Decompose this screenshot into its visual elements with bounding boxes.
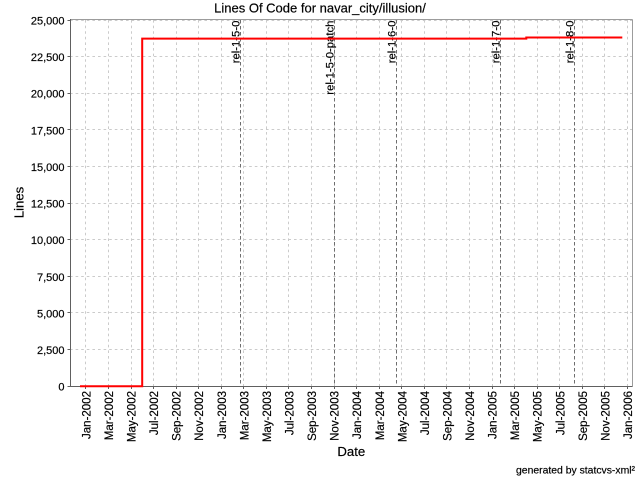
svg-text:rel-1-7-0: rel-1-7-0 — [491, 21, 503, 64]
svg-text:May-2003: May-2003 — [262, 391, 274, 442]
svg-text:rel-1-5-0-patch: rel-1-5-0-patch — [325, 21, 337, 95]
svg-text:10,000: 10,000 — [31, 235, 65, 247]
svg-text:rel-1-8-0: rel-1-8-0 — [565, 21, 577, 64]
svg-text:Nov-2005: Nov-2005 — [600, 391, 612, 441]
svg-text:Jan-2006: Jan-2006 — [623, 391, 635, 439]
svg-text:May-2005: May-2005 — [533, 391, 545, 442]
svg-text:May-2002: May-2002 — [127, 391, 139, 442]
svg-text:generated by statcvs-xml²: generated by statcvs-xml² — [516, 466, 635, 477]
svg-text:Mar-2003: Mar-2003 — [239, 391, 251, 440]
svg-text:22,500: 22,500 — [31, 52, 65, 64]
svg-text:Mar-2002: Mar-2002 — [104, 391, 116, 440]
svg-text:7,500: 7,500 — [37, 272, 65, 284]
svg-text:Sep-2005: Sep-2005 — [578, 391, 590, 441]
svg-text:rel-1-6-0: rel-1-6-0 — [387, 21, 399, 64]
svg-text:Jan-2004: Jan-2004 — [352, 390, 364, 439]
svg-text:15,000: 15,000 — [31, 162, 65, 174]
svg-text:Jul-2003: Jul-2003 — [285, 391, 297, 435]
svg-text:Jul-2004: Jul-2004 — [420, 390, 432, 435]
svg-text:May-2004: May-2004 — [397, 390, 409, 442]
svg-text:17,500: 17,500 — [31, 125, 65, 137]
svg-text:Lines Of Code for navar_city/i: Lines Of Code for navar_city/illusion/ — [214, 1, 426, 16]
svg-text:Mar-2004: Mar-2004 — [375, 390, 387, 440]
svg-text:2,500: 2,500 — [37, 345, 65, 357]
svg-text:Jan-2002: Jan-2002 — [81, 391, 93, 439]
svg-text:Jan-2005: Jan-2005 — [488, 391, 500, 439]
svg-text:Sep-2004: Sep-2004 — [443, 390, 455, 440]
svg-text:Nov-2004: Nov-2004 — [465, 390, 477, 440]
svg-text:20,000: 20,000 — [31, 89, 65, 101]
svg-text:12,500: 12,500 — [31, 199, 65, 211]
svg-text:Jan-2003: Jan-2003 — [217, 391, 229, 439]
svg-text:25,000: 25,000 — [31, 16, 65, 28]
svg-text:5,000: 5,000 — [37, 309, 65, 321]
svg-text:Mar-2005: Mar-2005 — [510, 391, 522, 440]
svg-text:Date: Date — [337, 444, 365, 459]
svg-text:Jul-2005: Jul-2005 — [555, 391, 567, 435]
svg-text:Lines: Lines — [12, 186, 27, 218]
svg-text:0: 0 — [58, 382, 64, 394]
svg-text:Jul-2002: Jul-2002 — [149, 391, 161, 435]
svg-text:Sep-2002: Sep-2002 — [172, 391, 184, 441]
svg-text:rel-1-5-0: rel-1-5-0 — [231, 21, 243, 64]
svg-text:Sep-2003: Sep-2003 — [307, 391, 319, 441]
svg-text:Nov-2002: Nov-2002 — [194, 391, 206, 441]
svg-text:Nov-2003: Nov-2003 — [330, 391, 342, 441]
